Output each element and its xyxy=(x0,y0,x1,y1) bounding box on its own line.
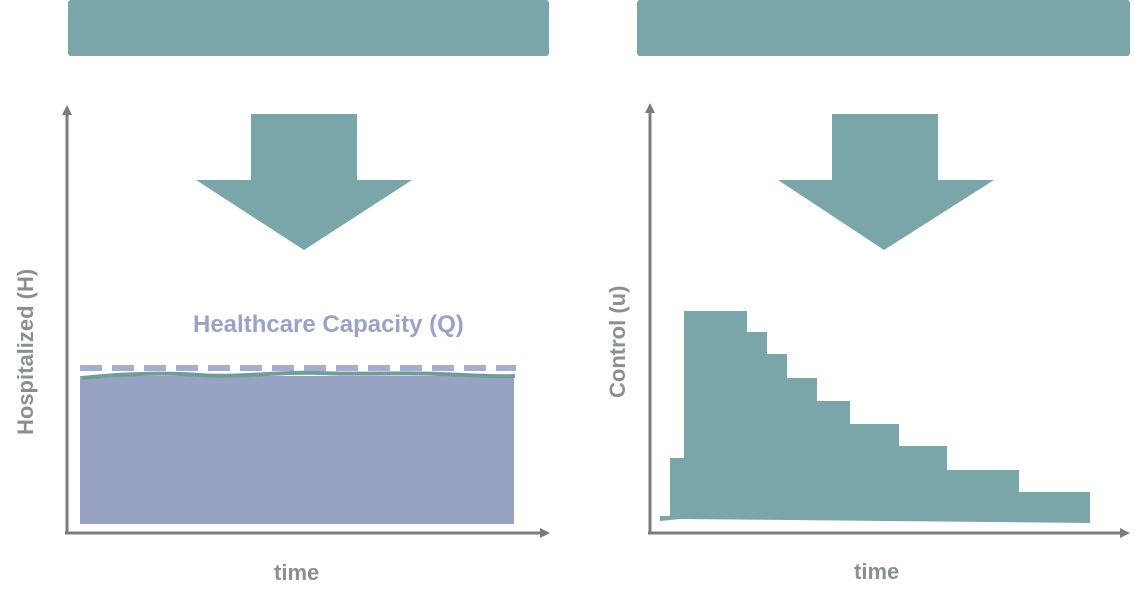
capacity-label: Healthcare Capacity (Q) xyxy=(193,311,464,338)
left-header-banner xyxy=(68,0,549,56)
hospitalized-curve xyxy=(81,370,516,380)
left-x-axis-label: time xyxy=(274,560,320,585)
right-x-axis-label: time xyxy=(854,559,900,584)
right-y-axis-label: Control (u) xyxy=(605,285,630,398)
hospitalized-area xyxy=(80,376,514,524)
left-y-axis-label: Hospitalized (H) xyxy=(13,268,38,435)
right-header-banner xyxy=(637,0,1130,56)
left-down-arrow-icon xyxy=(196,114,412,250)
right-down-arrow-icon xyxy=(778,114,994,250)
control-steps xyxy=(660,311,1090,523)
